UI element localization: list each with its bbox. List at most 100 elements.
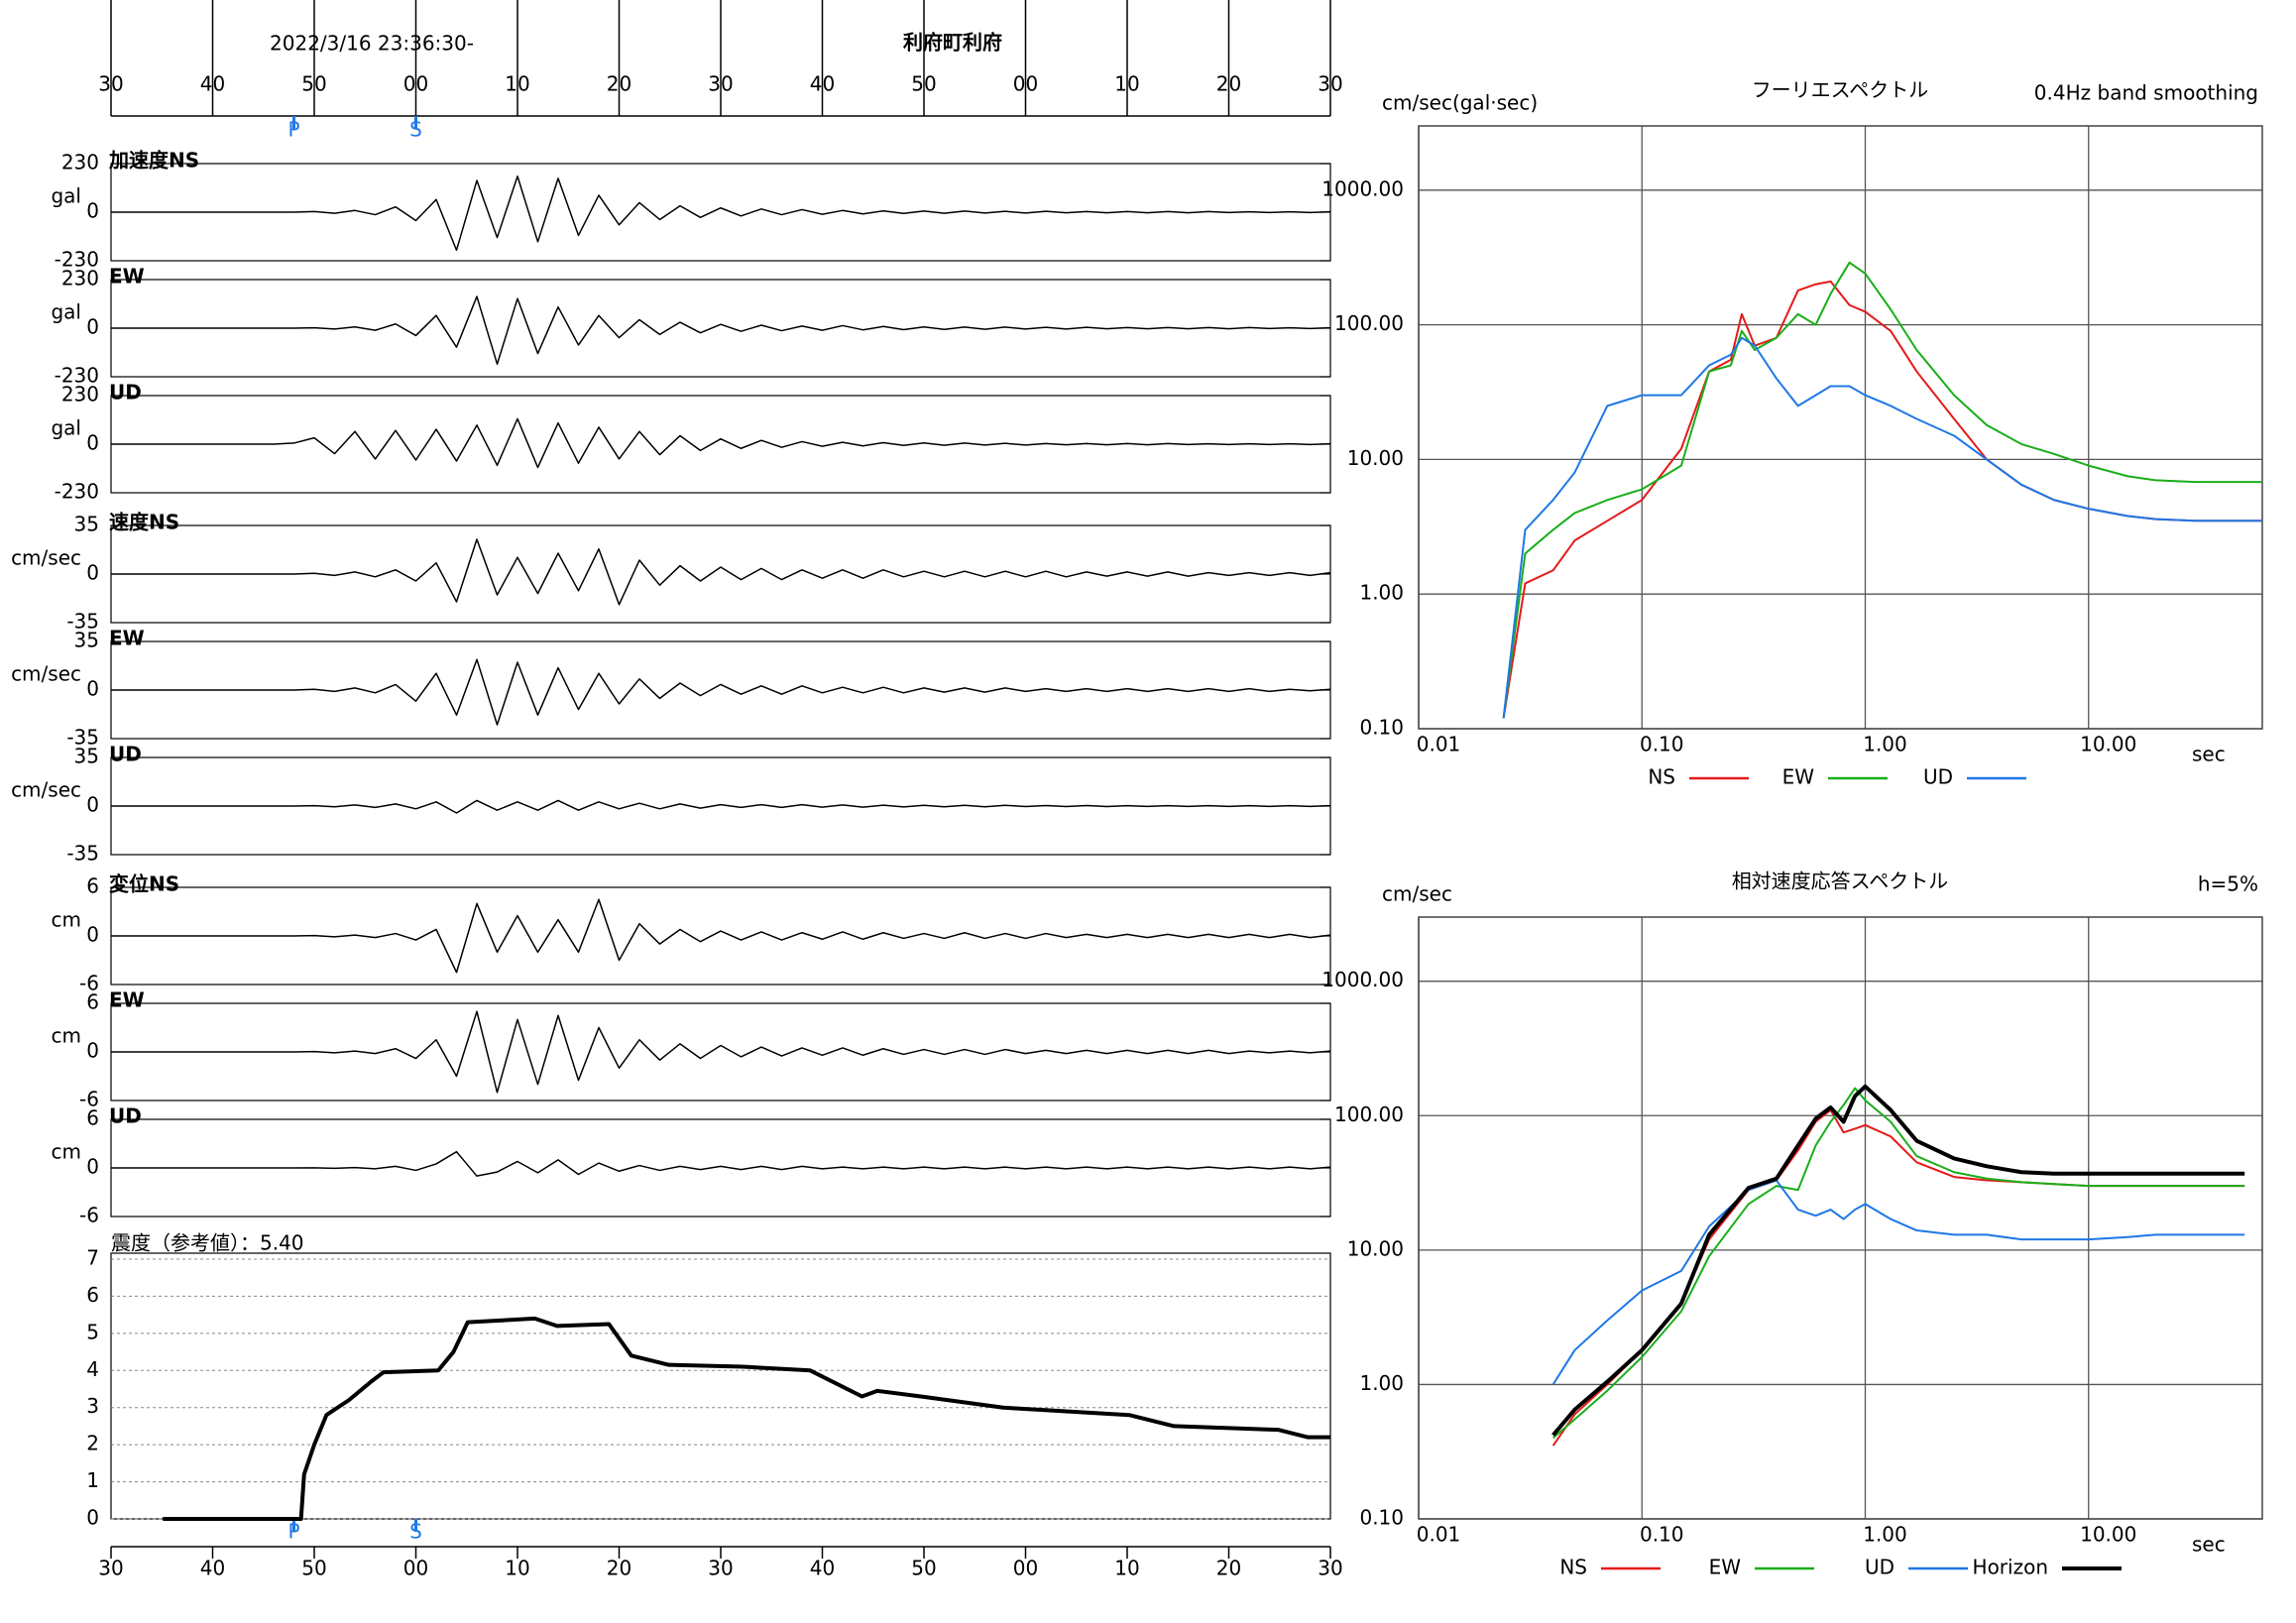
y-tick-label: 1.00 (1359, 581, 1404, 605)
spectrum-subtitle: 0.4Hz band smoothing (2034, 81, 2258, 105)
y-tick-label: 0 (86, 1039, 99, 1063)
x-tick-label: 0.10 (1640, 733, 1684, 756)
trace-name: 変位NS (109, 872, 179, 896)
y-tick-label: 4 (86, 1357, 99, 1381)
x-tick-label: 30 (708, 1557, 733, 1580)
y-tick-label: 0 (86, 923, 99, 947)
waveform-line (111, 1150, 1331, 1177)
x-tick-label: 00 (403, 72, 428, 96)
x-tick-label: 30 (98, 1557, 123, 1580)
y-axis-label: cm/sec (1382, 882, 1452, 906)
trace-unit: gal (51, 300, 81, 324)
x-tick-label: 50 (301, 1557, 326, 1580)
legend-label: NS (1648, 765, 1675, 789)
trace-unit: cm/sec (11, 662, 81, 686)
x-tick-label: 10 (1114, 72, 1139, 96)
y-tick-label: 0 (86, 561, 99, 585)
x-tick-label: 40 (200, 1557, 225, 1580)
waveform-line (111, 417, 1331, 469)
trace-name: UD (109, 743, 142, 766)
y-tick-label: -6 (79, 972, 99, 995)
y-tick-label: 0 (86, 431, 99, 455)
x-tick-label: 00 (403, 1557, 428, 1580)
x-tick-label: 00 (1013, 72, 1038, 96)
legend-label: Horizon (1973, 1556, 2048, 1579)
trace-unit: cm/sec (11, 546, 81, 570)
trace-name: UD (109, 1104, 142, 1128)
y-tick-label: -35 (66, 842, 99, 866)
trace-name: EW (109, 627, 145, 650)
y-axis-label: cm/sec(gal·sec) (1382, 91, 1538, 115)
y-tick-label: 0 (86, 1155, 99, 1179)
trace-unit: cm (52, 1140, 81, 1164)
x-tick-label: 50 (911, 72, 936, 96)
y-tick-label: -6 (79, 1204, 99, 1227)
x-tick-label: 10 (505, 72, 529, 96)
y-tick-label: -35 (66, 610, 99, 634)
waveform-line (111, 658, 1331, 726)
x-axis-label: sec (2192, 743, 2226, 766)
phase-label: P (287, 118, 299, 142)
x-tick-label: 20 (607, 72, 631, 96)
x-tick-label: 00 (1013, 1557, 1038, 1580)
legend-label: NS (1559, 1556, 1587, 1579)
y-tick-label: 1.00 (1359, 1371, 1404, 1395)
trace-unit: cm (52, 908, 81, 932)
x-tick-label: 50 (301, 72, 326, 96)
plot-frame (1418, 916, 2263, 1520)
y-tick-label: 0.10 (1359, 716, 1404, 740)
y-tick-label: 35 (74, 629, 99, 652)
legend-label: UD (1865, 1556, 1894, 1579)
trace-name: 加速度NS (108, 149, 199, 173)
y-tick-label: 2 (86, 1432, 99, 1455)
legend-label: EW (1782, 765, 1815, 789)
y-tick-label: -230 (55, 364, 99, 388)
waveform-line (111, 538, 1331, 606)
y-tick-label: 100.00 (1334, 311, 1404, 335)
y-tick-label: 3 (86, 1394, 99, 1418)
y-tick-label: 0 (86, 315, 99, 339)
y-tick-label: 10.00 (1347, 446, 1404, 470)
x-tick-label: 0.10 (1640, 1523, 1684, 1547)
x-tick-label: 20 (607, 1557, 631, 1580)
spectrum-subtitle: h=5% (2198, 872, 2258, 896)
waveform-line (111, 175, 1331, 252)
waveform-line (111, 295, 1331, 365)
phase-label: S (409, 1520, 422, 1544)
y-tick-label: 35 (74, 745, 99, 768)
spectrum-title: フーリエスペクトル (1752, 78, 1929, 102)
x-tick-label: 10.00 (2080, 733, 2136, 756)
y-tick-label: 230 (61, 267, 99, 290)
trace-name: UD (109, 381, 142, 405)
y-tick-label: 0 (86, 1506, 99, 1530)
y-tick-label: 6 (86, 874, 99, 898)
y-tick-label: 1 (86, 1468, 99, 1492)
y-tick-label: 230 (61, 383, 99, 406)
y-tick-label: -230 (55, 480, 99, 504)
x-tick-label: 10.00 (2080, 1523, 2136, 1547)
trace-unit: cm/sec (11, 778, 81, 802)
y-tick-label: 10.00 (1347, 1236, 1404, 1260)
x-tick-label: 30 (1318, 72, 1342, 96)
y-tick-label: 1000.00 (1321, 968, 1404, 991)
y-tick-label: 0 (86, 677, 99, 701)
y-tick-label: 5 (86, 1320, 99, 1343)
x-tick-label: 40 (810, 1557, 835, 1580)
x-tick-label: 1.00 (1863, 733, 1907, 756)
waveform-line (111, 799, 1331, 814)
waveform-line (111, 1010, 1331, 1094)
y-tick-label: 6 (86, 1106, 99, 1130)
y-tick-label: 0.10 (1359, 1506, 1404, 1530)
spectrum-line (1551, 1084, 2245, 1437)
intensity-title: 震度（参考値）：5.40 (111, 1231, 304, 1255)
intensity-line (163, 1316, 1330, 1521)
y-tick-label: 100.00 (1334, 1102, 1404, 1126)
station-name: 利府町利府 (903, 31, 1002, 55)
x-tick-label: 50 (911, 1557, 936, 1580)
x-tick-label: 0.01 (1417, 1523, 1461, 1547)
y-tick-label: 35 (74, 513, 99, 536)
y-tick-label: 0 (86, 199, 99, 223)
